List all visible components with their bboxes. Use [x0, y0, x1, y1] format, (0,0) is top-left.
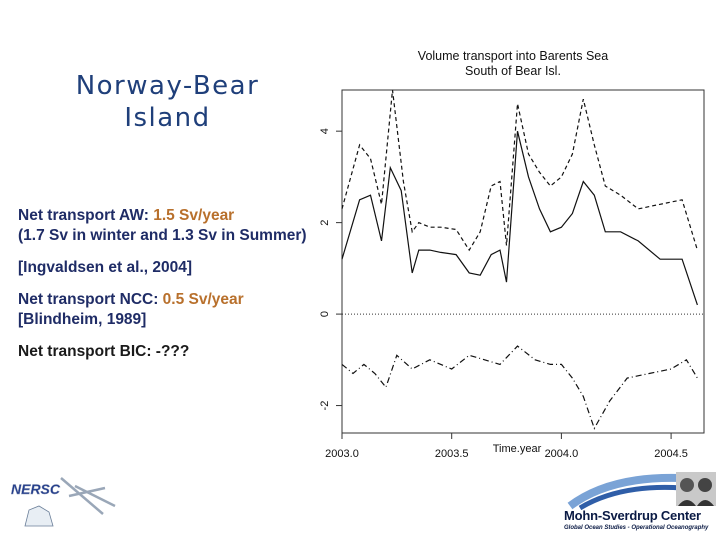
- chart-axes: 2003.0 2003.5 2004.0 2004.5 -2 0 2 4: [319, 128, 704, 460]
- msc-subtitle: Global Ocean Studies - Operational Ocean…: [564, 525, 709, 531]
- bullet-aw-citation: [Ingvaldsen et al., 2004]: [18, 259, 193, 276]
- x-tick-label: 2004.5: [654, 448, 688, 460]
- y-tick-label: 2: [319, 220, 331, 226]
- chart-subtitle: South of Bear Isl.: [465, 64, 561, 78]
- bullet-ncc-citation: [Blindheim, 1989]: [18, 311, 147, 328]
- bullet-bic-label: Net transport BIC:: [18, 343, 156, 360]
- bullet-aw-seasonal: (1.7 Sv in winter and 1.3 Sv in Summer): [18, 227, 307, 244]
- bullet-bic-transport: Net transport BIC: -???: [18, 342, 308, 362]
- portrait-1: [680, 478, 694, 492]
- bullet-list: Net transport AW: 1.5 Sv/year (1.7 Sv in…: [18, 206, 308, 374]
- y-tick-label: -2: [319, 401, 331, 411]
- series-line-solid: [341, 131, 698, 306]
- x-tick-label: 2003.0: [325, 448, 359, 460]
- x-tick-label: 2003.5: [435, 448, 469, 460]
- bullet-aw-reference: [Ingvaldsen et al., 2004]: [18, 258, 308, 278]
- portrait-2: [698, 478, 712, 492]
- bullet-bic-value: -???: [155, 343, 190, 360]
- slide-title: Norway-Bear Island: [40, 70, 295, 134]
- polar-bear-shape: [24, 505, 54, 527]
- bullet-aw-label: Net transport AW:: [18, 207, 154, 224]
- title-line-1: Norway-Bear: [75, 71, 260, 101]
- mohn-sverdrup-logo: Mohn-Sverdrup Center Global Ocean Studie…: [560, 470, 718, 538]
- x-axis-label: Time.year: [493, 443, 542, 455]
- nersc-logo: NERSC: [11, 477, 116, 527]
- title-line-2: Island: [124, 103, 211, 133]
- bullet-aw-transport: Net transport AW: 1.5 Sv/year (1.7 Sv in…: [18, 206, 308, 246]
- portrait-shoulders: [678, 500, 714, 506]
- bullet-ncc-value: 0.5 Sv/year: [162, 291, 244, 308]
- y-tick-label: 4: [319, 128, 331, 134]
- msc-emblem: [567, 472, 716, 510]
- msc-swoosh-light: [567, 473, 681, 510]
- chart-series: [341, 89, 698, 430]
- plot-frame: [341, 89, 705, 434]
- series-line-dashdot: [341, 345, 698, 430]
- msc-name: Mohn-Sverdrup Center: [564, 508, 701, 523]
- series-line-dashed: [341, 89, 698, 252]
- satellite-shape: [60, 477, 116, 515]
- bullet-ncc-label: Net transport NCC:: [18, 291, 163, 308]
- transport-chart: Volume transport into Barents Sea South …: [319, 49, 705, 460]
- y-tick-label: 0: [319, 311, 331, 317]
- chart-title: Volume transport into Barents Sea: [418, 49, 608, 63]
- bullet-ncc-transport: Net transport NCC: 0.5 Sv/year [Blindhei…: [18, 290, 308, 330]
- bullet-aw-value: 1.5 Sv/year: [153, 207, 235, 224]
- nersc-wordmark: NERSC: [11, 481, 61, 497]
- x-tick-label: 2004.0: [545, 448, 579, 460]
- msc-swoosh-dark: [578, 484, 683, 510]
